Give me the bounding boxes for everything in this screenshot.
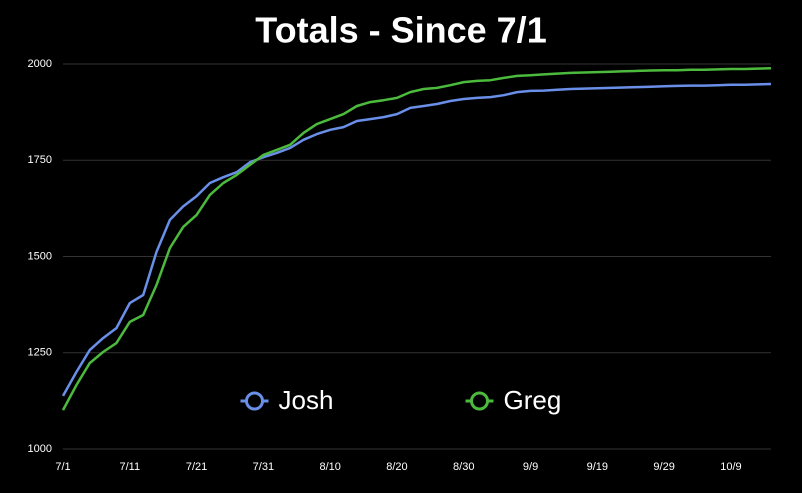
y-tick-label: 1750: [28, 154, 52, 166]
legend-label: Greg: [504, 385, 562, 415]
y-tick-label: 1000: [28, 443, 52, 455]
x-tick-label: 8/30: [453, 461, 474, 473]
x-tick-label: 9/9: [523, 461, 538, 473]
y-tick-label: 1250: [28, 347, 52, 359]
y-tick-label: 1500: [28, 250, 52, 262]
x-tick-label: 7/31: [253, 461, 274, 473]
chart-title: Totals - Since 7/1: [255, 10, 546, 51]
x-tick-label: 10/9: [720, 461, 741, 473]
x-tick-label: 9/19: [587, 461, 608, 473]
series-line: [61, 82, 772, 397]
y-tick-label: 2000: [28, 58, 52, 70]
x-tick-label: 8/20: [386, 461, 407, 473]
x-tick-label: 7/11: [119, 461, 140, 473]
x-tick-label: 7/21: [186, 461, 207, 473]
x-tick-label: 8/10: [319, 461, 340, 473]
series-line: [61, 66, 772, 411]
legend-marker: [245, 391, 264, 411]
x-tick-label: 9/29: [653, 461, 674, 473]
legend-marker: [470, 391, 489, 411]
legend-label: Josh: [279, 385, 334, 415]
x-tick-label: 7/1: [55, 461, 70, 473]
